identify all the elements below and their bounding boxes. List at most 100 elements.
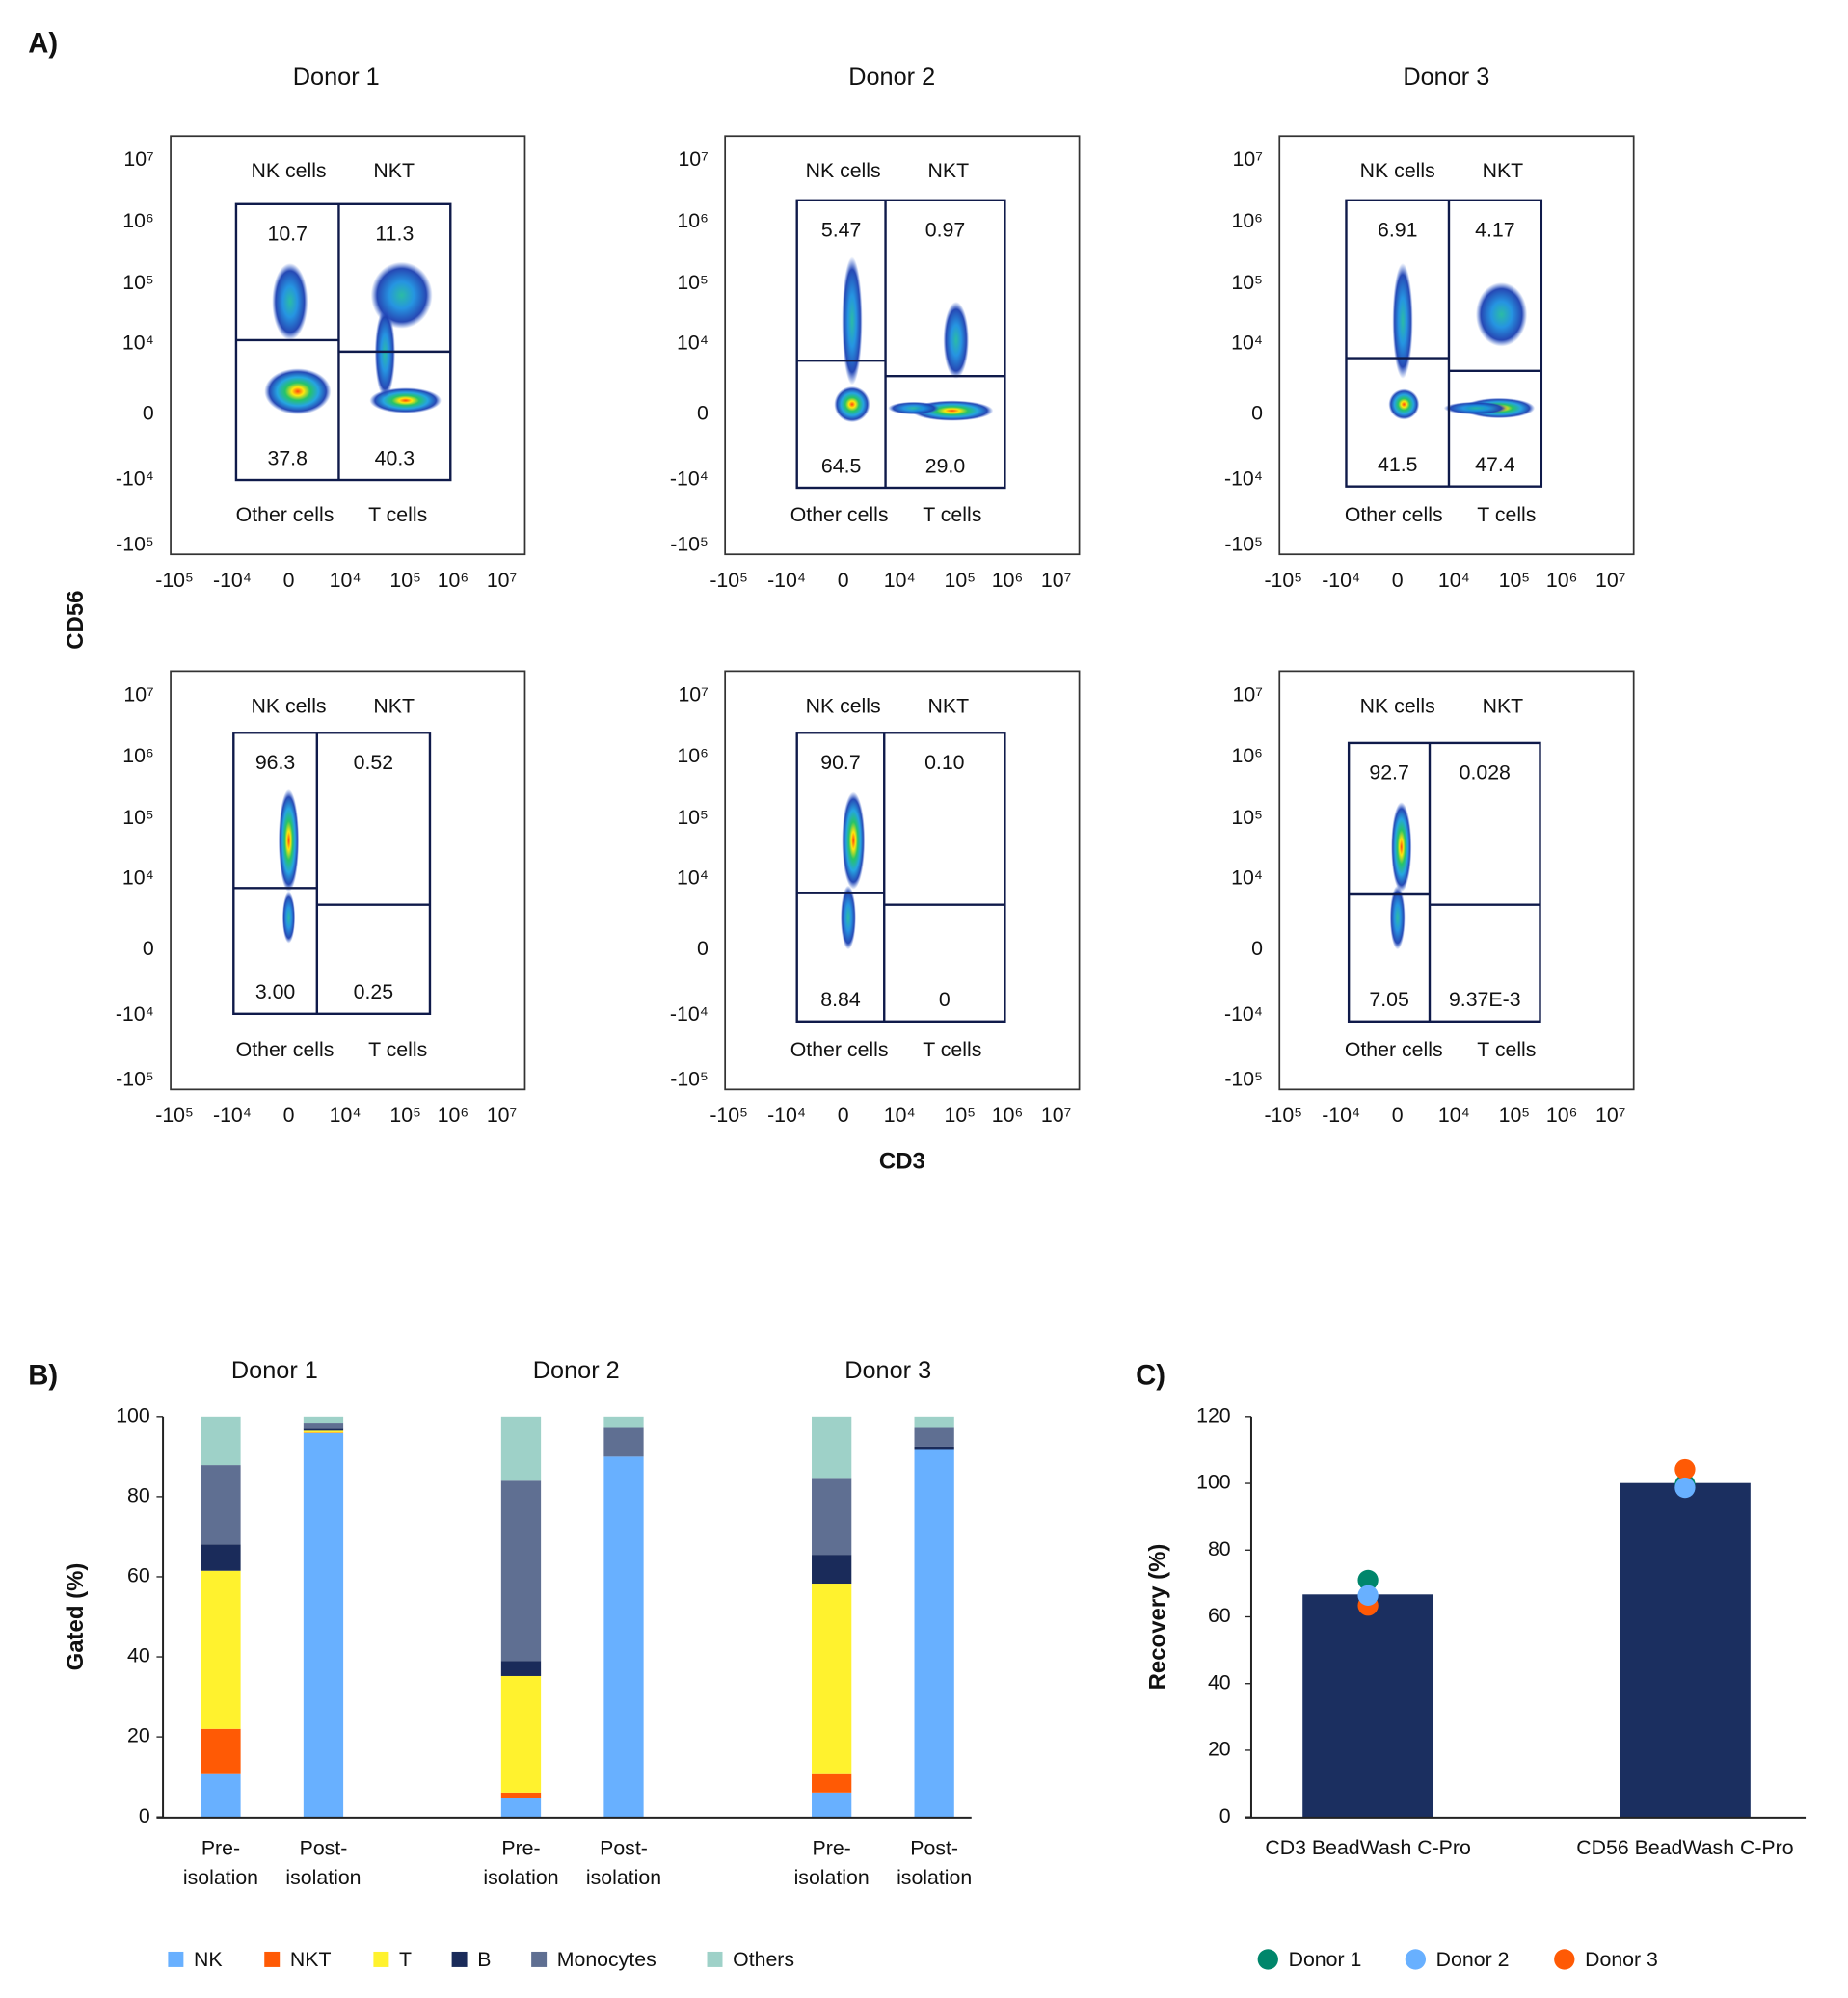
y-tick-label: 10⁴: [1231, 866, 1263, 890]
plot-frame: [724, 135, 1081, 556]
bar-segment-nk: [812, 1792, 852, 1818]
gate-label-t-cells: T cells: [368, 503, 427, 526]
legend-swatch-nkt: [264, 1951, 281, 1967]
y-tick-label: -10⁴: [670, 1002, 709, 1026]
gate-label-nkt: NKT: [373, 694, 415, 717]
y-tick-label: -10⁵: [1224, 1068, 1263, 1091]
flow-plot-pre-donor-1: 10⁷ 10⁶ 10⁵ 10⁴ 0 -10⁴ -10⁵-10⁵ -10⁴ 0 10⁴ 10⁵ 10⁶ 1…: [116, 135, 526, 592]
y-tick-label: 10⁵: [677, 271, 709, 294]
legend-label: Monocytes: [557, 1948, 656, 1971]
x-tick-label: 10⁴: [884, 569, 916, 592]
x-tick-label: -10⁵: [155, 1104, 194, 1127]
gate-label-nk-cells: NK cells: [806, 159, 881, 182]
y-tick-label: 80: [127, 1484, 150, 1507]
y-tick-label: 10⁴: [677, 332, 709, 355]
gate-value-t: 40.3: [375, 446, 415, 469]
data-point-donor-1: [1357, 1569, 1379, 1591]
gate-value-nkt: 11.3: [375, 222, 414, 245]
legend-marker-donor-1: [1257, 1949, 1278, 1970]
gate-label-nk-cells: NK cells: [1360, 159, 1435, 182]
gate-value-nk: 92.7: [1369, 760, 1408, 784]
bar-segment-others: [201, 1416, 241, 1466]
x-tick-label: -10⁴: [213, 569, 252, 592]
bar-segment-b: [812, 1555, 852, 1585]
x-tick-label: 10⁷: [1595, 1104, 1625, 1127]
x-tick-label: -10⁴: [1322, 569, 1360, 592]
bar-segment-nkt: [201, 1728, 241, 1774]
bar-segment-nk: [914, 1449, 954, 1818]
y-tick-label: -10⁵: [670, 533, 709, 556]
bar-segment-monocytes: [303, 1423, 344, 1429]
legend-label: T: [399, 1948, 412, 1971]
plot-frame: [1278, 670, 1635, 1091]
x-tick-label: -10⁵: [710, 569, 748, 592]
y-tick-label: 0: [1251, 937, 1263, 960]
gate-label-other-cells: Other cells: [1345, 1038, 1443, 1061]
x-tick-label: 10⁷: [487, 569, 517, 592]
x-category-label: CD56 BeadWash C-Pro: [1576, 1836, 1793, 1859]
cell-density-cluster: [840, 885, 856, 950]
y-tick-label: 10⁶: [122, 209, 153, 232]
x-tick-label: -10⁵: [155, 569, 194, 592]
y-tick-label: 10⁶: [1231, 209, 1262, 232]
legend-label: B: [477, 1948, 491, 1971]
bar-segment-others: [500, 1416, 542, 1481]
group-title: Donor 3: [844, 1357, 931, 1384]
x-tick-label: -10⁴: [213, 1104, 252, 1127]
x-tick-label: 0: [838, 569, 849, 592]
bar-segment-monocytes: [914, 1427, 954, 1447]
gate-value-nk: 96.3: [255, 751, 295, 774]
cell-density-cluster: [888, 401, 940, 415]
bar-segment-monocytes: [812, 1478, 852, 1556]
panel-c-recovery-bar-chart: C) Recovery (%) 0 20 40 60 80 100 120 CD3 BeadWas…: [1136, 1359, 1807, 1971]
group-title: Donor 2: [533, 1357, 620, 1384]
x-tick-label: -10⁴: [767, 569, 806, 592]
x-tick-label: 10⁴: [884, 1104, 916, 1127]
quadrant-gate: [795, 199, 1006, 490]
quadrant-gate: [1345, 199, 1543, 488]
x-tick-label: 10⁶: [992, 1104, 1023, 1127]
recovery-bar: [1302, 1594, 1434, 1818]
x-category-label: Pre-isolation: [483, 1836, 558, 1889]
cell-density-cluster: [1392, 263, 1413, 379]
gate-value-nkt: 0.028: [1460, 760, 1511, 784]
bar-segment-b: [914, 1446, 954, 1450]
flow-plot-pre-donor-3: 10⁷ 10⁶ 10⁵ 10⁴ 0 -10⁴ -10⁵-10⁵ -10⁴ 0 10⁴ 10⁵ 10⁶ 1…: [1224, 135, 1635, 592]
panel-b-stacked-bar-chart: B) Donor 1 Donor 2 Donor 3 Gated (%) 0 20 40 60 8…: [28, 1357, 972, 1971]
y-tick-label: 10⁵: [1231, 806, 1263, 829]
x-tick-label: 10⁵: [389, 1104, 421, 1127]
gate-label-nkt: NKT: [1483, 159, 1524, 182]
y-tick-label: -10⁴: [116, 467, 154, 491]
gate-label-other-cells: Other cells: [790, 1038, 889, 1061]
flow-plot-post-donor-3: 10⁷ 10⁶ 10⁵ 10⁴ 0 -10⁴ -10⁵-10⁵ -10⁴ 0 10⁴ 10⁵ 10⁶ 1…: [1224, 670, 1635, 1127]
bar-segment-t: [303, 1430, 344, 1433]
x-tick-label: 10⁵: [945, 1104, 977, 1127]
x-tick-label: 10⁴: [1438, 569, 1470, 592]
y-tick-label: 20: [127, 1724, 150, 1747]
y-tick-label: 60: [127, 1564, 150, 1587]
y-tick-label: -10⁵: [116, 533, 154, 556]
bar-segment-t: [500, 1675, 542, 1793]
gate-value-t: 0.25: [354, 980, 393, 1003]
gate-value-other: 7.05: [1369, 988, 1408, 1011]
gate-value-nk: 5.47: [821, 218, 861, 241]
legend-swatch-b: [451, 1951, 468, 1967]
panel-a: A)Donor 1 Donor 2 Donor 3CD56CD310⁷10⁶10⁵1…: [28, 27, 1635, 1175]
flow-plot-post-donor-1: 10⁷ 10⁶ 10⁵ 10⁴ 0 -10⁴ -10⁵-10⁵ -10⁴ 0 10⁴ 10⁵ 10⁶ 1…: [116, 670, 526, 1127]
plot-frame: [170, 135, 526, 556]
x-tick-label: 10⁷: [1041, 569, 1071, 592]
y-tick-label: 10⁴: [122, 332, 154, 355]
x-category-label: Pre-isolation: [794, 1836, 870, 1889]
bar-segment-monocytes: [201, 1465, 241, 1545]
bar-segment-nkt: [812, 1773, 852, 1793]
gate-value-nkt: 0.97: [925, 218, 965, 241]
y-tick-label: 10⁶: [677, 209, 708, 232]
gate-label-t-cells: T cells: [1477, 1038, 1536, 1061]
legend-marker-donor-2: [1405, 1949, 1427, 1970]
gate-value-nkt: 4.17: [1475, 218, 1514, 241]
bar-segment-others: [812, 1416, 852, 1479]
y-axis-label-cd56: CD56: [63, 590, 89, 649]
y-tick-label: 0: [1251, 402, 1263, 425]
gate-value-nk: 90.7: [820, 751, 860, 774]
gate-label-nkt: NKT: [927, 159, 969, 182]
